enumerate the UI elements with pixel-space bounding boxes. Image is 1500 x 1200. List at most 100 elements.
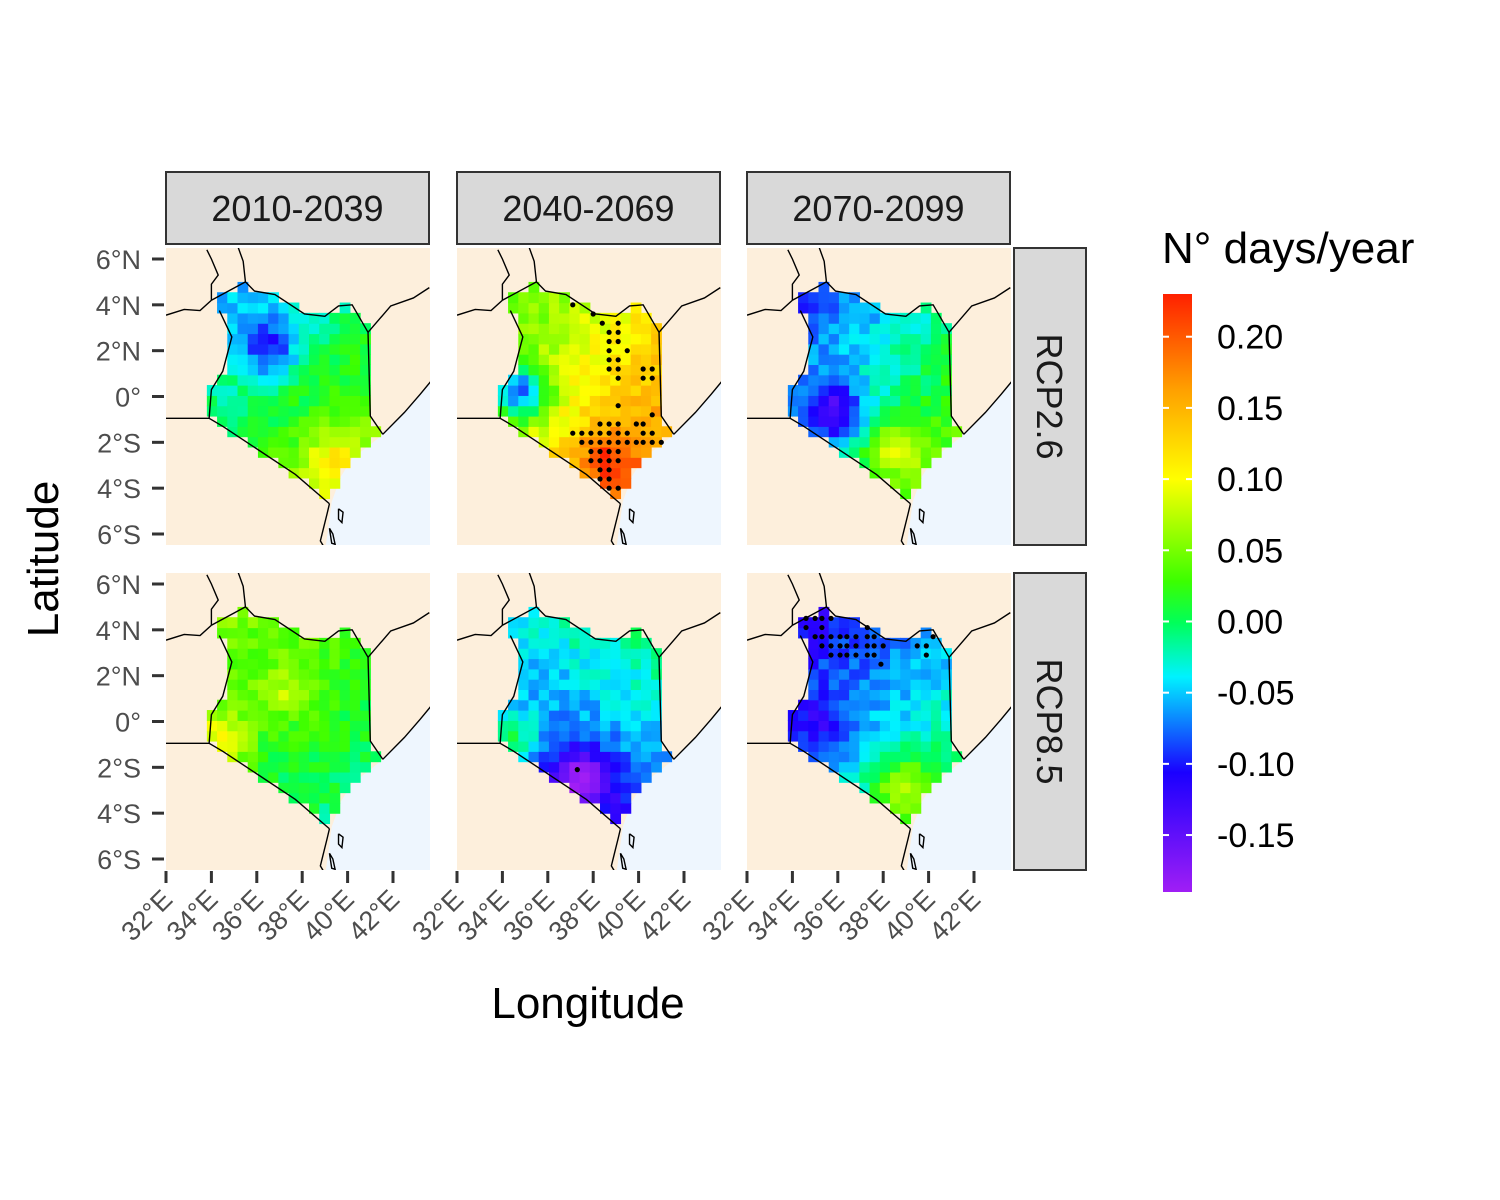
grid-cell [879,720,891,732]
significance-dot [871,652,877,658]
grid-cell [247,751,259,763]
grid-cell [920,679,932,691]
grid-cell [329,668,341,680]
grid-cell [838,668,850,680]
grid-cell [329,740,341,752]
grid-cell [298,395,310,407]
grid-cell [640,354,652,366]
significance-dot [649,430,655,436]
grid-cell [818,292,830,304]
grid-cell [640,415,652,427]
significance-dots [570,302,664,491]
grid-cell [920,426,932,438]
grid-cell [298,792,310,804]
grid-cell [849,658,860,670]
grid-cell [910,751,922,763]
grid-cell [360,740,371,752]
grid-cell [329,364,341,376]
grid-cell [879,395,891,407]
grid-cell [620,782,632,794]
grid-cell [589,740,601,752]
grid-cell [828,405,840,417]
grid-cell [538,426,550,438]
grid-cell [920,761,932,773]
grid-cell [548,354,560,366]
grid-cell [528,648,540,660]
grid-cell [339,648,351,660]
grid-cell [257,364,269,376]
grid-cell [941,436,952,448]
grid-cell [640,395,652,407]
significance-dot [606,329,612,335]
grid-cell [849,751,860,763]
significance-dot [828,652,834,658]
grid-cell [360,415,371,427]
grid-cell [849,333,860,345]
grid-cell [620,405,632,417]
grid-cell [890,312,901,324]
grid-cell [651,710,662,721]
grid-cell [600,343,611,355]
grid-cell [879,730,891,742]
grid-cell [518,415,530,427]
grid-cell [548,679,560,691]
grid-cell [268,333,279,345]
grid-cell [589,333,601,345]
grid-cell [278,699,290,711]
grid-cell [589,312,601,324]
grid-cell [869,446,881,458]
grid-cell [559,658,570,670]
grid-cell [610,405,622,417]
grid-cell [559,730,570,742]
island-outline [337,833,344,850]
grid-cell [579,679,591,691]
grid-cell [620,467,632,479]
grid-cell [569,405,581,417]
grid-cell [298,374,310,386]
grid-cell [869,302,881,314]
grid-cell [818,302,830,314]
grid-cell [620,364,632,376]
grid-cell [319,792,331,804]
grid-cell [319,343,331,355]
grid-cell [339,457,351,469]
grid-cell [528,312,540,324]
row-strip-label: RCP8.5 [1029,658,1070,784]
grid-cell [227,689,239,701]
grid-cell [828,312,840,324]
legend-tick-label: 0.10 [1217,461,1283,499]
significance-dot [853,652,859,658]
grid-cell [930,354,942,366]
grid-cell [227,302,239,314]
grid-cell [288,771,300,783]
grid-cell [900,385,912,396]
grid-cell [349,710,361,721]
grid-cell [838,658,850,670]
grid-cell [600,802,611,814]
grid-cell [319,658,331,670]
grid-cell [620,457,632,469]
grid-cell [278,446,290,458]
border-line [166,624,212,641]
grid-cell [518,658,530,670]
row-strip-label: RCP2.6 [1029,333,1070,459]
grid-cell [288,658,300,670]
grid-cell [569,771,581,783]
significance-dot [624,348,630,354]
grid-cell [859,374,871,386]
grid-cell [278,312,290,324]
grid-cell [900,699,912,711]
grid-cell [329,395,341,407]
legend-tick-label: 0.15 [1217,390,1283,428]
grid-cell [610,668,622,680]
significance-dot [819,624,825,631]
grid-cell [559,710,570,721]
grid-cell [257,720,269,732]
grid-cell [237,385,249,396]
grid-cell [538,333,550,345]
grid-cell [288,668,300,680]
grid-cell [319,488,331,500]
grid-cell [288,637,300,649]
grid-cell [309,436,320,448]
significance-dot [649,412,655,418]
